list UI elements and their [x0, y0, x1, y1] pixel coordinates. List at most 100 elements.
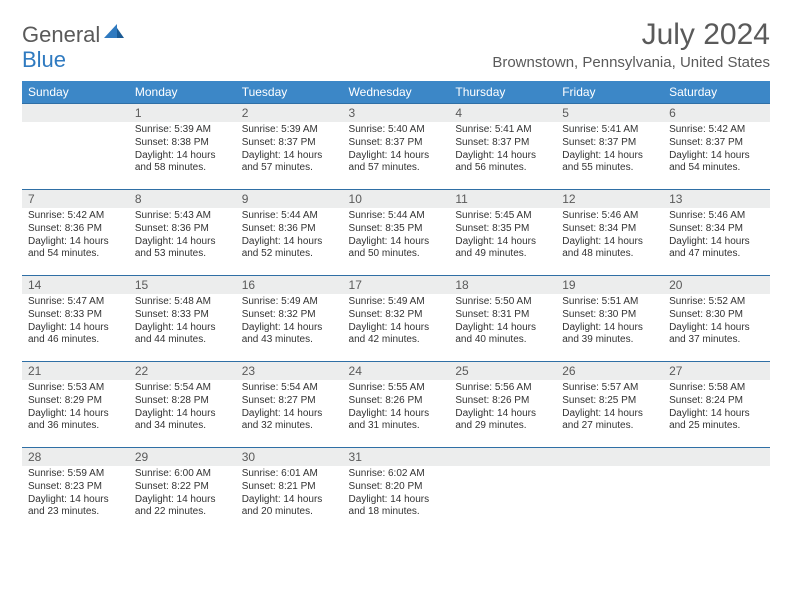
daylight-text: Daylight: 14 hours and 57 minutes. — [242, 150, 337, 176]
day-details: Sunrise: 5:50 AMSunset: 8:31 PMDaylight:… — [449, 294, 556, 347]
sunset-text: Sunset: 8:36 PM — [135, 223, 230, 236]
sunset-text: Sunset: 8:33 PM — [135, 309, 230, 322]
daylight-text: Daylight: 14 hours and 36 minutes. — [28, 408, 123, 434]
day-number: 3 — [343, 104, 450, 122]
daylight-text: Daylight: 14 hours and 55 minutes. — [562, 150, 657, 176]
calendar-cell: 25Sunrise: 5:56 AMSunset: 8:26 PMDayligh… — [449, 361, 556, 447]
calendar-cell: 27Sunrise: 5:58 AMSunset: 8:24 PMDayligh… — [663, 361, 770, 447]
sunrise-text: Sunrise: 5:39 AM — [242, 124, 337, 137]
sunrise-text: Sunrise: 5:41 AM — [562, 124, 657, 137]
day-cell: 3Sunrise: 5:40 AMSunset: 8:37 PMDaylight… — [343, 103, 450, 189]
day-number: 4 — [449, 104, 556, 122]
calendar-cell: 18Sunrise: 5:50 AMSunset: 8:31 PMDayligh… — [449, 275, 556, 361]
day-number: 16 — [236, 276, 343, 294]
day-cell — [449, 447, 556, 533]
day-number: 26 — [556, 362, 663, 380]
sunset-text: Sunset: 8:29 PM — [28, 395, 123, 408]
day-details: Sunrise: 5:44 AMSunset: 8:35 PMDaylight:… — [343, 208, 450, 261]
day-cell: 19Sunrise: 5:51 AMSunset: 8:30 PMDayligh… — [556, 275, 663, 361]
calendar-cell: 28Sunrise: 5:59 AMSunset: 8:23 PMDayligh… — [22, 447, 129, 533]
day-details: Sunrise: 5:54 AMSunset: 8:28 PMDaylight:… — [129, 380, 236, 433]
day-details: Sunrise: 5:39 AMSunset: 8:38 PMDaylight:… — [129, 122, 236, 175]
day-details: Sunrise: 5:51 AMSunset: 8:30 PMDaylight:… — [556, 294, 663, 347]
sunset-text: Sunset: 8:26 PM — [455, 395, 550, 408]
daylight-text: Daylight: 14 hours and 25 minutes. — [669, 408, 764, 434]
day-cell: 8Sunrise: 5:43 AMSunset: 8:36 PMDaylight… — [129, 189, 236, 275]
logo-sail-icon — [104, 24, 124, 47]
day-details: Sunrise: 5:42 AMSunset: 8:37 PMDaylight:… — [663, 122, 770, 175]
calendar-cell: 10Sunrise: 5:44 AMSunset: 8:35 PMDayligh… — [343, 189, 450, 275]
sunrise-text: Sunrise: 5:49 AM — [242, 296, 337, 309]
daylight-text: Daylight: 14 hours and 34 minutes. — [135, 408, 230, 434]
day-cell: 25Sunrise: 5:56 AMSunset: 8:26 PMDayligh… — [449, 361, 556, 447]
calendar-cell: 1Sunrise: 5:39 AMSunset: 8:38 PMDaylight… — [129, 103, 236, 189]
day-cell: 11Sunrise: 5:45 AMSunset: 8:35 PMDayligh… — [449, 189, 556, 275]
day-cell: 22Sunrise: 5:54 AMSunset: 8:28 PMDayligh… — [129, 361, 236, 447]
day-cell: 6Sunrise: 5:42 AMSunset: 8:37 PMDaylight… — [663, 103, 770, 189]
calendar-cell: 11Sunrise: 5:45 AMSunset: 8:35 PMDayligh… — [449, 189, 556, 275]
calendar-week-row: 7 Sunrise: 5:42 AM Sunset: 8:36 PM Daylight… — [22, 189, 770, 275]
day-details: Sunrise: 5:44 AMSunset: 8:36 PMDaylight:… — [236, 208, 343, 261]
day-cell: 30Sunrise: 6:01 AMSunset: 8:21 PMDayligh… — [236, 447, 343, 533]
day-details: Sunrise: 5:48 AMSunset: 8:33 PMDaylight:… — [129, 294, 236, 347]
day-details: Sunrise: 5:49 AMSunset: 8:32 PMDaylight:… — [343, 294, 450, 347]
calendar-cell: 16Sunrise: 5:49 AMSunset: 8:32 PMDayligh… — [236, 275, 343, 361]
day-cell: 20Sunrise: 5:52 AMSunset: 8:30 PMDayligh… — [663, 275, 770, 361]
day-number: 30 — [236, 448, 343, 466]
calendar-week-row: 28Sunrise: 5:59 AMSunset: 8:23 PMDayligh… — [22, 447, 770, 533]
sunrise-text: Sunrise: 5:42 AM — [28, 210, 123, 223]
daylight-text: Daylight: 14 hours and 47 minutes. — [669, 236, 764, 262]
calendar-cell: 7Sunrise: 5:42 AMSunset: 8:36 PMDaylight… — [22, 189, 129, 275]
day-details: Sunrise: 5:58 AMSunset: 8:24 PMDaylight:… — [663, 380, 770, 433]
sunrise-text: Sunrise: 5:44 AM — [349, 210, 444, 223]
calendar-cell: 3Sunrise: 5:40 AMSunset: 8:37 PMDaylight… — [343, 103, 450, 189]
sunrise-text: Sunrise: 6:00 AM — [135, 468, 230, 481]
sunrise-text: Sunrise: 5:56 AM — [455, 382, 550, 395]
day-number: 10 — [343, 190, 450, 208]
sunset-text: Sunset: 8:32 PM — [349, 309, 444, 322]
sunrise-text: Sunrise: 5:46 AM — [562, 210, 657, 223]
day-details: Sunrise: 5:57 AMSunset: 8:25 PMDaylight:… — [556, 380, 663, 433]
sunset-text: Sunset: 8:26 PM — [349, 395, 444, 408]
day-cell: 31Sunrise: 6:02 AMSunset: 8:20 PMDayligh… — [343, 447, 450, 533]
day-cell: 14Sunrise: 5:47 AMSunset: 8:33 PMDayligh… — [22, 275, 129, 361]
day-cell — [556, 447, 663, 533]
day-number: 7 — [22, 190, 129, 208]
sunset-text: Sunset: 8:25 PM — [562, 395, 657, 408]
sunset-text: Sunset: 8:20 PM — [349, 481, 444, 494]
calendar-cell — [556, 447, 663, 533]
calendar-cell: 15Sunrise: 5:48 AMSunset: 8:33 PMDayligh… — [129, 275, 236, 361]
day-number: 15 — [129, 276, 236, 294]
sunset-text: Sunset: 8:30 PM — [669, 309, 764, 322]
day-cell: 21Sunrise: 5:53 AMSunset: 8:29 PMDayligh… — [22, 361, 129, 447]
sunset-text: Sunset: 8:37 PM — [669, 137, 764, 150]
daylight-text: Daylight: 14 hours and 37 minutes. — [669, 322, 764, 348]
sunrise-text: Sunrise: 6:01 AM — [242, 468, 337, 481]
day-number-empty — [22, 104, 129, 122]
sunrise-text: Sunrise: 5:48 AM — [135, 296, 230, 309]
day-number: 12 — [556, 190, 663, 208]
day-header: Monday — [129, 81, 236, 103]
day-details: Sunrise: 5:46 AMSunset: 8:34 PMDaylight:… — [556, 208, 663, 261]
day-cell — [663, 447, 770, 533]
day-details: Sunrise: 5:52 AMSunset: 8:30 PMDaylight:… — [663, 294, 770, 347]
calendar-cell: 31Sunrise: 6:02 AMSunset: 8:20 PMDayligh… — [343, 447, 450, 533]
sunset-text: Sunset: 8:33 PM — [28, 309, 123, 322]
day-cell: 17Sunrise: 5:49 AMSunset: 8:32 PMDayligh… — [343, 275, 450, 361]
sunrise-text: Sunrise: 6:02 AM — [349, 468, 444, 481]
day-details: Sunrise: 5:45 AMSunset: 8:35 PMDaylight:… — [449, 208, 556, 261]
calendar-cell: 22Sunrise: 5:54 AMSunset: 8:28 PMDayligh… — [129, 361, 236, 447]
day-details: Sunrise: 5:55 AMSunset: 8:26 PMDaylight:… — [343, 380, 450, 433]
day-details: Sunrise: 5:54 AMSunset: 8:27 PMDaylight:… — [236, 380, 343, 433]
sunset-text: Sunset: 8:37 PM — [455, 137, 550, 150]
day-cell: 12Sunrise: 5:46 AMSunset: 8:34 PMDayligh… — [556, 189, 663, 275]
day-cell: 1Sunrise: 5:39 AMSunset: 8:38 PMDaylight… — [129, 103, 236, 189]
sunset-text: Sunset: 8:21 PM — [242, 481, 337, 494]
daylight-text: Daylight: 14 hours and 27 minutes. — [562, 408, 657, 434]
calendar-cell: 20Sunrise: 5:52 AMSunset: 8:30 PMDayligh… — [663, 275, 770, 361]
day-cell: 26Sunrise: 5:57 AMSunset: 8:25 PMDayligh… — [556, 361, 663, 447]
calendar-cell: 23Sunrise: 5:54 AMSunset: 8:27 PMDayligh… — [236, 361, 343, 447]
day-header: Sunday — [22, 81, 129, 103]
sunset-text: Sunset: 8:31 PM — [455, 309, 550, 322]
day-number: 19 — [556, 276, 663, 294]
